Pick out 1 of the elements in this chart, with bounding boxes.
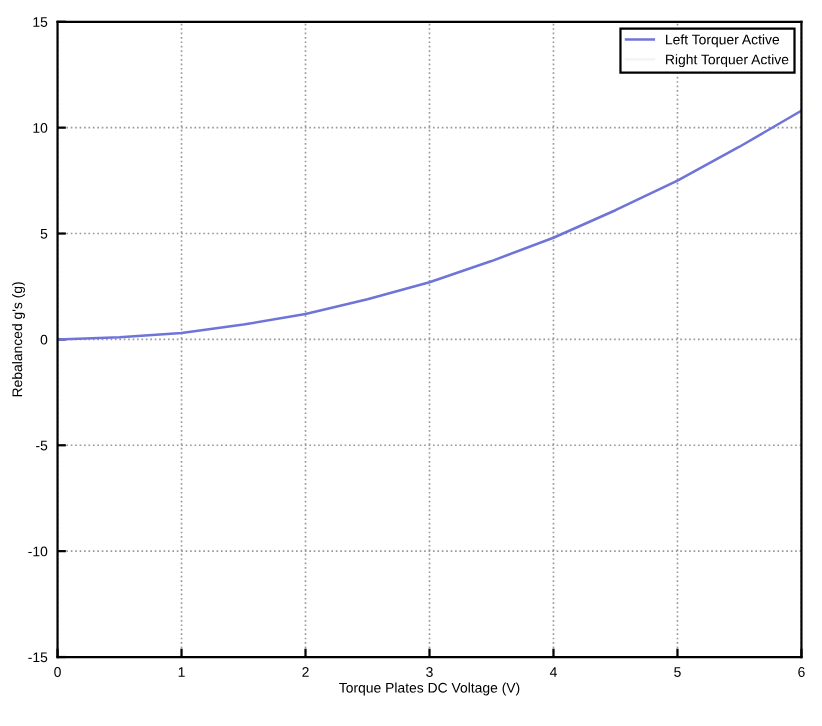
line-series: [57, 109, 802, 341]
